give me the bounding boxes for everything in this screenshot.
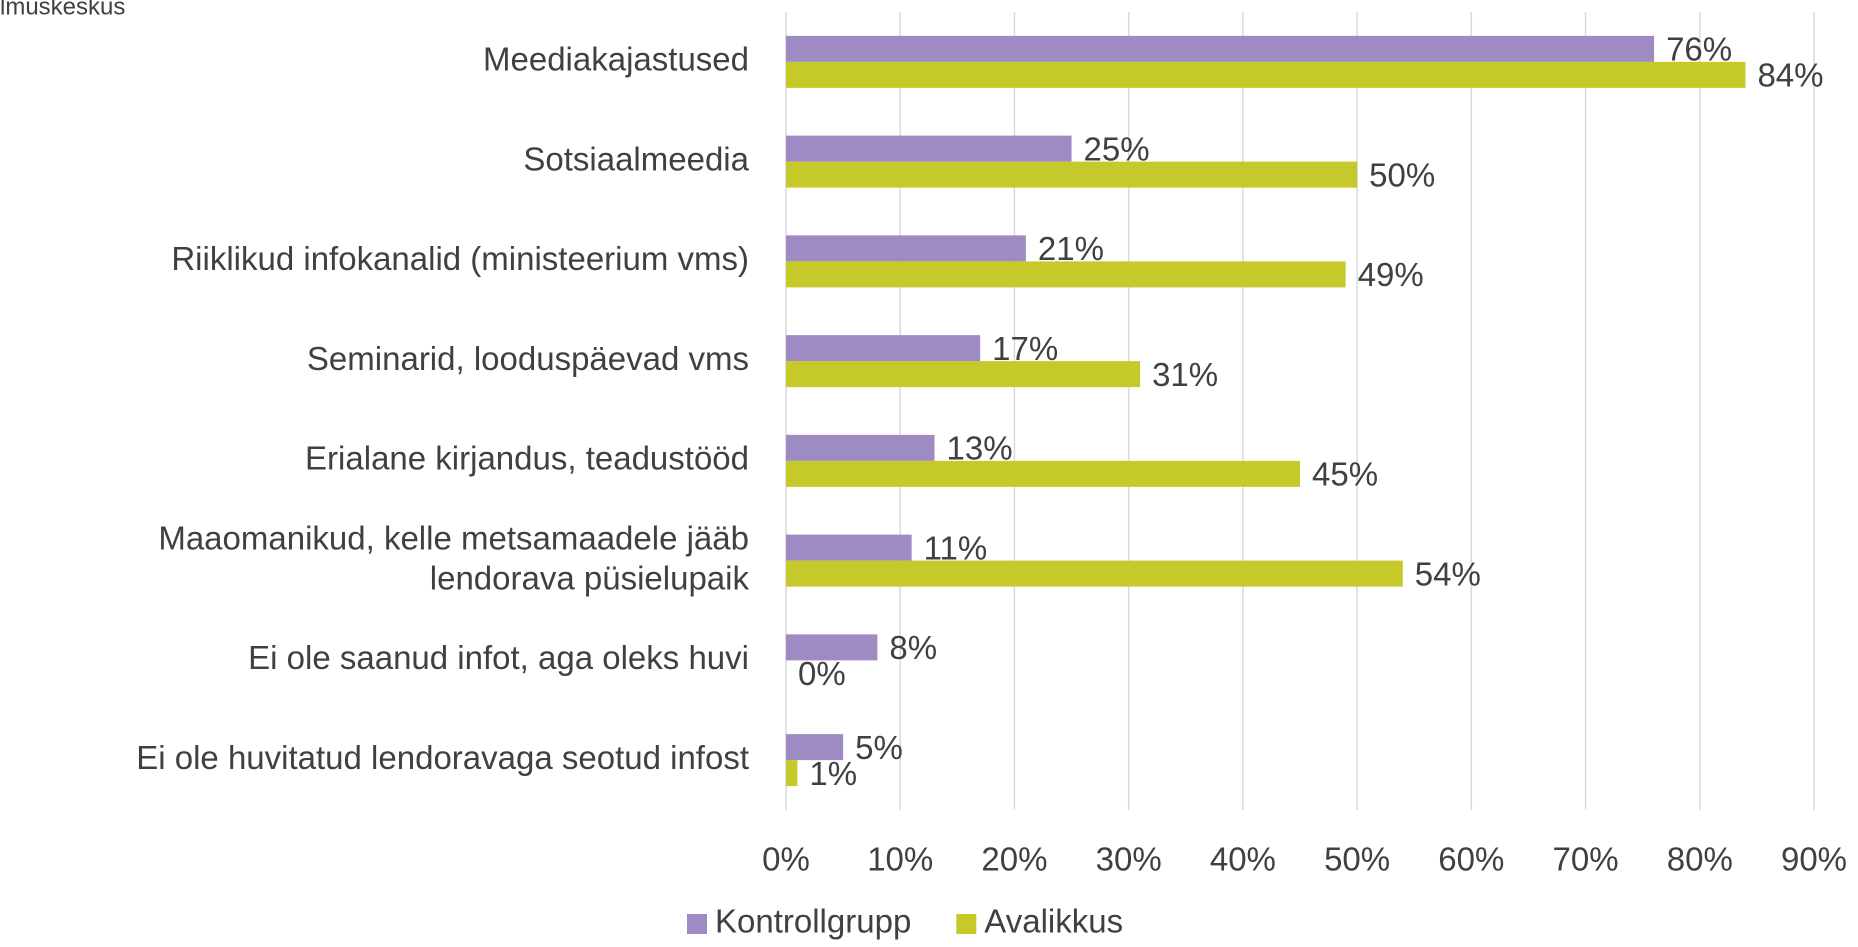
- value-label: 31%: [1152, 356, 1218, 393]
- value-label: 11%: [924, 529, 988, 566]
- value-label: 13%: [946, 430, 1012, 467]
- bar: [786, 35, 1655, 62]
- bar: [786, 235, 1026, 262]
- value-label: 17%: [992, 330, 1058, 367]
- value-label: 54%: [1415, 555, 1481, 592]
- value-label: 45%: [1312, 456, 1378, 493]
- note: lmuskeskus: [0, 0, 125, 20]
- x-tick-label: 40%: [1210, 841, 1276, 878]
- x-tick-label: 90%: [1781, 841, 1847, 878]
- x-tick-label: 0%: [762, 841, 810, 878]
- legend-swatch: [956, 914, 977, 934]
- value-label: 25%: [1084, 130, 1150, 167]
- value-label: 0%: [798, 655, 846, 692]
- bar: [786, 734, 844, 761]
- value-label: 8%: [889, 629, 937, 666]
- x-tick-label: 80%: [1667, 841, 1733, 878]
- category-label: Maaomanikud, kelle metsamaadele jääb lend…: [158, 519, 749, 596]
- bar: [786, 434, 935, 461]
- bar: [786, 335, 981, 362]
- bar: [786, 61, 1746, 88]
- bar: [786, 261, 1346, 288]
- value-label: 1%: [809, 755, 857, 792]
- bar: [786, 534, 912, 561]
- x-tick-label: 20%: [981, 841, 1047, 878]
- x-tick-label: 50%: [1324, 841, 1390, 878]
- category-label: Erialane kirjandus, teadustööd: [305, 440, 749, 477]
- category-label-line: Maaomanikud, kelle metsamaadele jääb: [158, 519, 749, 556]
- value-label: 49%: [1358, 256, 1424, 293]
- bar: [786, 135, 1072, 162]
- legend-swatch: [687, 914, 707, 934]
- x-tick-label: 70%: [1553, 841, 1619, 878]
- x-tick-label: 30%: [1096, 841, 1162, 878]
- value-label: 76%: [1666, 31, 1732, 68]
- legend-label: Avalikkus: [984, 903, 1123, 940]
- bar: [786, 161, 1358, 188]
- category-label: Riiklikud infokanalid (ministeerium vms): [171, 240, 749, 277]
- x-tick-label: 60%: [1438, 841, 1504, 878]
- x-tick-label: 10%: [867, 841, 933, 878]
- bar: [786, 361, 1141, 388]
- value-label: 84%: [1757, 57, 1823, 94]
- value-label: 50%: [1369, 156, 1435, 193]
- bar: [786, 634, 878, 661]
- bar: [786, 460, 1300, 487]
- category-label: Seminarid, looduspäevad vms: [307, 340, 749, 377]
- category-label: Ei ole huvitatud lendoravaga seotud info…: [136, 739, 749, 776]
- category-label: Meediakajastused: [483, 41, 749, 78]
- value-label: 21%: [1038, 230, 1104, 267]
- legend-label: Kontrollgrupp: [715, 903, 911, 940]
- category-label: Sotsiaalmeedia: [523, 140, 749, 177]
- category-label: Ei ole saanud infot, aga oleks huvi: [248, 639, 749, 676]
- category-label-line: lendorava püsielupaik: [430, 559, 750, 596]
- bar: [786, 760, 798, 787]
- bar: [786, 560, 1403, 587]
- value-label: 5%: [855, 729, 903, 766]
